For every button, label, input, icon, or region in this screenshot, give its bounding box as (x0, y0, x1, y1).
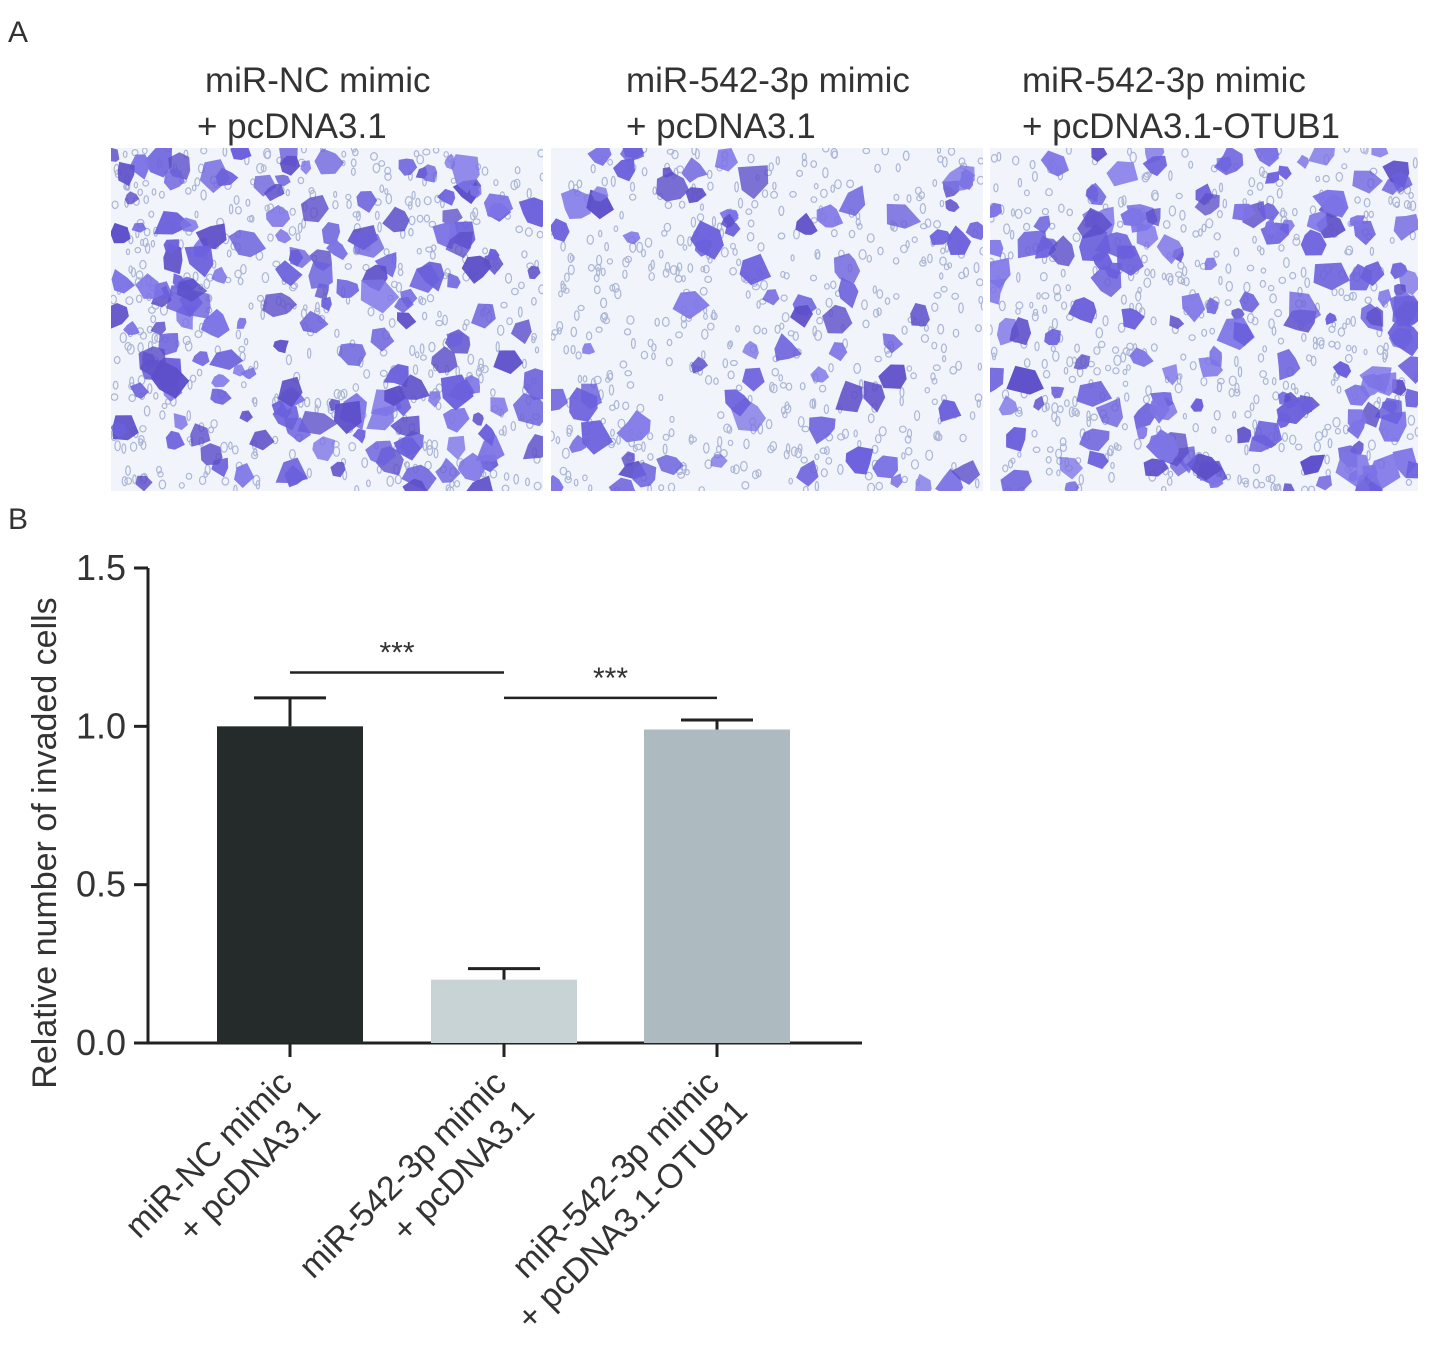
x-tick-label-1: miR-NC mimic+ pcDNA3.1 (118, 1064, 328, 1274)
micrograph-2 (551, 148, 983, 491)
image-caption-3-line2: + pcDNA3.1-OTUB1 (1022, 107, 1341, 146)
image-caption-2: miR-542-3p mimic + pcDNA3.1 (626, 58, 910, 150)
bar-1 (217, 726, 363, 1043)
micrograph-3-image (990, 148, 1418, 491)
stained-cells (990, 148, 1418, 491)
micrograph-3 (990, 148, 1422, 491)
y-tick-label: 1.5 (76, 547, 126, 588)
bar-chart: Relative number of invaded cells 0.0 0.5 1… (26, 547, 862, 1337)
image-caption-2-line2: + pcDNA3.1 (626, 107, 816, 146)
micrograph-2-image (551, 148, 983, 491)
stained-cells (111, 148, 543, 491)
image-caption-3-line1: miR-542-3p mimic (1022, 61, 1306, 100)
image-caption-2-line1: miR-542-3p mimic (626, 61, 910, 100)
bar-3 (644, 729, 790, 1043)
micrograph-1-image (111, 148, 543, 491)
panel-b-label: B (8, 503, 29, 536)
significance-label-2: *** (593, 662, 628, 695)
y-axis-label: Relative number of invaded cells (26, 597, 64, 1088)
panel-a-label: A (8, 16, 29, 49)
y-tick-label: 0.0 (76, 1022, 126, 1063)
image-caption-1-line2: + pcDNA3.1 (197, 107, 387, 146)
image-caption-1-line1: miR-NC mimic (205, 61, 431, 100)
image-caption-1: miR-NC mimic + pcDNA3.1 (197, 58, 431, 150)
x-tick-label-2: miR-542-3p mimic+ pcDNA3.1 (292, 1064, 542, 1314)
micrograph-1 (111, 148, 543, 491)
bar-2 (431, 979, 577, 1043)
significance-label-1: *** (379, 637, 414, 670)
y-tick-label: 1.0 (76, 705, 126, 746)
x-tick-label-line: + pcDNA3.1-OTUB1 (510, 1092, 755, 1337)
image-caption-3: miR-542-3p mimic + pcDNA3.1-OTUB1 (1022, 58, 1340, 150)
stained-cells (551, 148, 983, 491)
y-tick-label: 0.5 (76, 864, 126, 905)
